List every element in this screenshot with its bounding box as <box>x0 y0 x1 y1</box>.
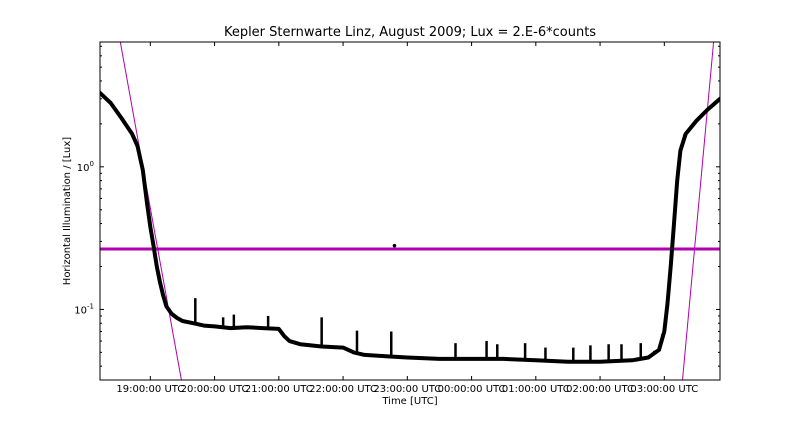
reference-curve-1 <box>119 42 182 380</box>
x-tick-label-3: 21:00:00 UTC <box>245 384 313 395</box>
plot-frame <box>99 41 721 381</box>
x-tick-label-9: 03:00:00 UTC <box>630 384 698 395</box>
x-tick-label-1: 19:00:00 UTC <box>116 384 184 395</box>
plot-content <box>100 42 720 380</box>
x-tick-label-4: 22:00:00 UTC <box>309 384 377 395</box>
x-tick-label-7: 01:00:00 UTC <box>502 384 570 395</box>
x-tick-label-5: 23:00:00 UTC <box>373 384 441 395</box>
y-tick-label-2: 100 <box>77 160 94 174</box>
x-axis-title: Time [UTC] <box>381 396 437 407</box>
y-axis-title: Horizontal Illumination / [Lux] <box>62 137 73 286</box>
x-tick-label-2: 20:00:00 UTC <box>181 384 249 395</box>
series-line-1 <box>100 90 720 364</box>
outlier-point-1 <box>392 243 397 248</box>
y-tick-label-1: 10-1 <box>74 302 94 316</box>
y-axis: 10-1 100 <box>74 45 720 367</box>
reference-curve-2 <box>682 42 715 380</box>
plot-area <box>100 42 720 380</box>
x-tick-label-8: 02:00:00 UTC <box>566 384 634 395</box>
chart-title: Kepler Sternwarte Linz, August 2009; Lux… <box>224 25 596 40</box>
outlier-point-2 <box>652 350 657 355</box>
x-tick-label-6: 00:00:00 UTC <box>438 384 506 395</box>
outlier-point-3 <box>682 133 687 138</box>
